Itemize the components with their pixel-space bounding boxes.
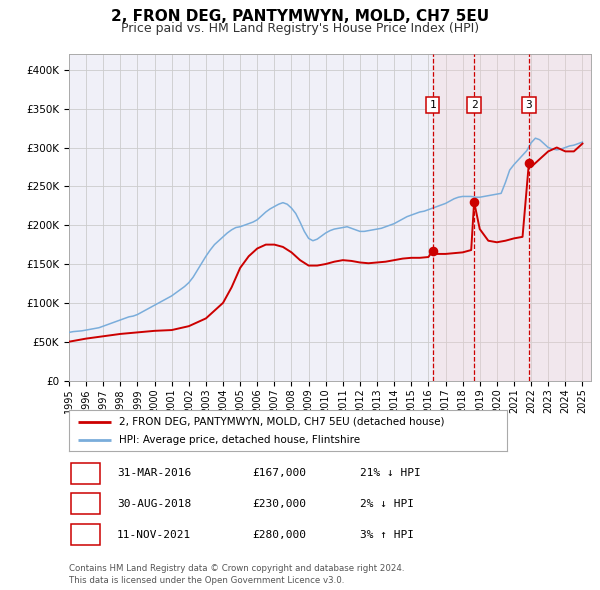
Text: 1: 1: [82, 468, 89, 478]
Bar: [433, 54, 591, 381]
Text: HPI: Average price, detached house, Flintshire: HPI: Average price, detached house, Flin…: [119, 435, 361, 445]
Text: 3% ↑ HPI: 3% ↑ HPI: [360, 530, 414, 539]
Text: 2: 2: [471, 100, 478, 110]
Point: [524, 158, 533, 168]
Point: [428, 246, 437, 255]
Text: 11-NOV-2021: 11-NOV-2021: [117, 530, 191, 539]
Text: 3: 3: [526, 100, 532, 110]
Text: 1: 1: [430, 100, 436, 110]
Text: 2: 2: [82, 499, 89, 509]
Text: 30-AUG-2018: 30-AUG-2018: [117, 499, 191, 509]
Text: £230,000: £230,000: [252, 499, 306, 509]
Text: 21% ↓ HPI: 21% ↓ HPI: [360, 468, 421, 478]
Text: Contains HM Land Registry data © Crown copyright and database right 2024.: Contains HM Land Registry data © Crown c…: [69, 565, 404, 573]
Text: 2, FRON DEG, PANTYMWYN, MOLD, CH7 5EU (detached house): 2, FRON DEG, PANTYMWYN, MOLD, CH7 5EU (d…: [119, 417, 445, 427]
Text: 31-MAR-2016: 31-MAR-2016: [117, 468, 191, 478]
Text: 2% ↓ HPI: 2% ↓ HPI: [360, 499, 414, 509]
Point: [469, 197, 479, 206]
Text: Price paid vs. HM Land Registry's House Price Index (HPI): Price paid vs. HM Land Registry's House …: [121, 22, 479, 35]
Text: This data is licensed under the Open Government Licence v3.0.: This data is licensed under the Open Gov…: [69, 576, 344, 585]
Text: 2, FRON DEG, PANTYMWYN, MOLD, CH7 5EU: 2, FRON DEG, PANTYMWYN, MOLD, CH7 5EU: [111, 9, 489, 24]
Text: £280,000: £280,000: [252, 530, 306, 539]
Text: £167,000: £167,000: [252, 468, 306, 478]
Text: 3: 3: [82, 530, 89, 539]
